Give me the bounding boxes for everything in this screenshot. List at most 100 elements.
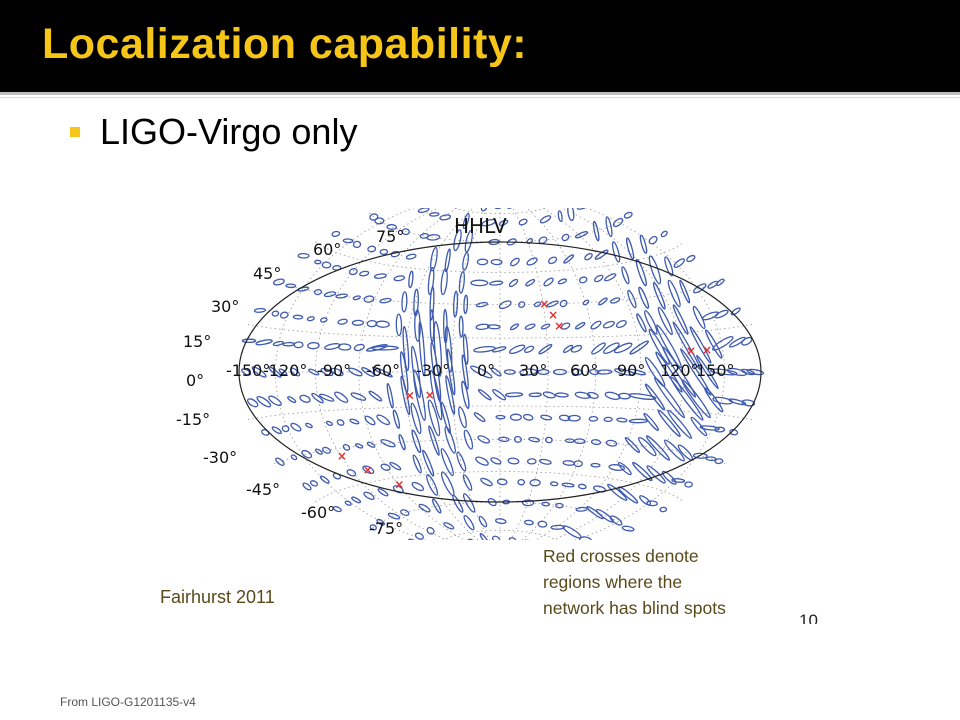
blind-spot-note: Red crosses denote regions where the net…: [543, 543, 803, 621]
localization-ellipse: [692, 452, 708, 459]
localization-ellipse: [746, 368, 765, 376]
parallel-line: [369, 212, 631, 243]
localization-ellipse: [427, 266, 435, 296]
localization-ellipse: [463, 294, 469, 315]
localization-ellipse: [463, 515, 475, 531]
localization-ellipse: [628, 368, 646, 376]
localization-ellipse: [376, 518, 385, 526]
localization-ellipse: [663, 439, 685, 462]
localization-ellipse: [477, 388, 492, 401]
localization-ellipse: [540, 414, 553, 421]
localization-ellipse: [670, 376, 704, 421]
localization-ellipse: [428, 425, 440, 456]
localization-ellipse: [429, 212, 440, 217]
localization-ellipse: [379, 248, 389, 255]
localization-ellipse: [444, 426, 456, 454]
localization-ellipse: [705, 329, 723, 359]
localization-ellipse: [278, 368, 288, 376]
localization-ellipse: [399, 351, 409, 393]
blind-spot-cross: ×: [548, 308, 558, 322]
localization-ellipse: [624, 437, 641, 453]
localization-ellipse: [411, 481, 425, 492]
localization-ellipse: [351, 319, 365, 326]
localization-ellipse: [626, 237, 635, 260]
localization-ellipse: [617, 461, 632, 476]
localization-ellipse: [464, 229, 473, 253]
localization-ellipse: [554, 392, 569, 398]
localization-ellipse: [461, 380, 470, 409]
localization-ellipse: [679, 348, 712, 396]
localization-ellipse: [380, 439, 396, 448]
localization-ellipse: [392, 409, 401, 429]
localization-ellipse: [673, 258, 685, 268]
localization-ellipse: [426, 474, 439, 496]
localization-ellipse: [656, 324, 682, 369]
localization-ellipse: [638, 286, 650, 309]
localization-ellipse: [429, 369, 443, 421]
localization-ellipse: [440, 448, 454, 477]
localization-ellipse: [608, 464, 626, 471]
localization-ellipse: [646, 465, 666, 484]
localization-ellipse: [440, 471, 455, 497]
localization-ellipse: [643, 412, 659, 431]
localization-ellipse: [508, 537, 517, 540]
localization-ellipse: [473, 345, 496, 353]
localization-ellipse: [525, 278, 536, 287]
localization-ellipse: [364, 415, 376, 426]
localization-ellipse: [299, 394, 311, 403]
localization-ellipse: [255, 339, 273, 346]
localization-ellipse: [537, 520, 548, 528]
lon-label-90: 90°: [617, 361, 645, 380]
lon-label-m90: -90°: [317, 361, 351, 380]
localization-ellipse: [533, 301, 542, 308]
localization-ellipse: [567, 414, 581, 422]
localization-ellipse: [477, 435, 491, 444]
lon-label-m60: -60°: [366, 361, 400, 380]
localization-ellipse: [730, 307, 741, 316]
localization-ellipse: [292, 314, 304, 320]
localization-ellipse: [574, 231, 589, 239]
localization-ellipse: [443, 522, 455, 530]
localization-ellipse: [539, 458, 552, 465]
localization-ellipse: [741, 399, 756, 407]
lon-label-150: 150°: [696, 361, 735, 380]
localization-ellipse: [346, 469, 357, 477]
localization-ellipse: [692, 283, 707, 294]
localization-ellipse: [353, 343, 365, 352]
localization-ellipse: [627, 289, 637, 309]
localization-ellipse: [473, 412, 486, 423]
localization-ellipse: [293, 341, 304, 349]
localization-ellipse: [636, 313, 647, 333]
map-outline: [238, 241, 762, 503]
localization-ellipse: [350, 392, 367, 401]
localization-ellipse: [362, 465, 375, 475]
localization-ellipse: [352, 295, 361, 301]
localization-ellipse: [475, 301, 489, 308]
localization-ellipse: [402, 325, 410, 372]
localization-ellipse: [320, 367, 334, 377]
localization-ellipse: [506, 208, 518, 209]
localization-ellipse: [319, 393, 335, 402]
localization-ellipse: [584, 253, 593, 261]
localization-ellipse: [661, 470, 677, 485]
localization-ellipse: [256, 396, 272, 408]
localization-ellipse: [322, 446, 331, 454]
localization-ellipse: [414, 309, 421, 342]
localization-ellipse: [628, 393, 657, 400]
localization-ellipse: [660, 230, 668, 238]
localization-ellipse: [582, 299, 590, 306]
meridian-line: [521, 208, 596, 540]
localization-ellipse: [522, 413, 534, 421]
localization-ellipse: [268, 395, 282, 407]
localization-ellipse: [561, 482, 575, 488]
localization-ellipse: [559, 299, 568, 308]
localization-ellipse: [655, 351, 683, 393]
localization-ellipse: [596, 369, 613, 375]
localization-ellipse: [594, 249, 609, 260]
localization-ellipse: [307, 342, 320, 350]
localization-ellipse: [337, 343, 352, 351]
localization-ellipse: [589, 368, 600, 376]
localization-ellipse: [314, 259, 322, 265]
localization-ellipse: [281, 425, 290, 433]
localization-ellipse: [478, 515, 488, 528]
